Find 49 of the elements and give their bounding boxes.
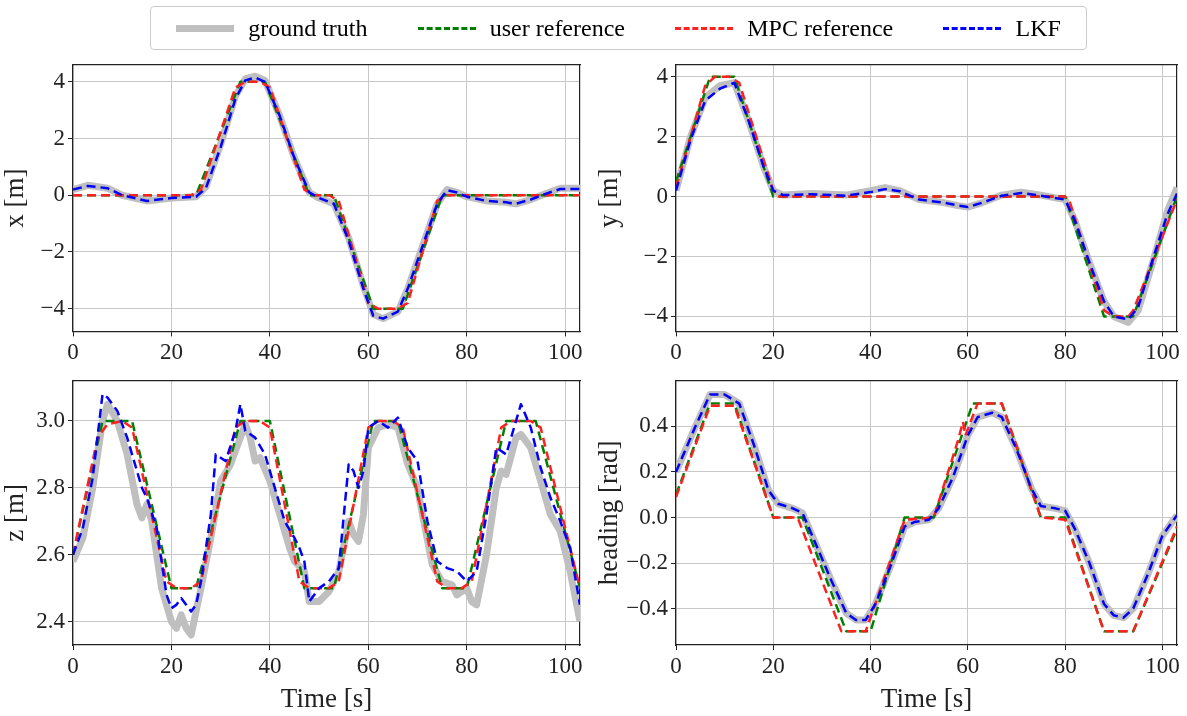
- y-axis-title: y [m]: [593, 168, 624, 228]
- y-axis-title: x [m]: [0, 168, 30, 228]
- y-tick-label: 3.0: [36, 406, 65, 432]
- x-tick-label: 100: [1145, 339, 1180, 365]
- x-tick-label: 100: [547, 652, 583, 678]
- y-tick-label: 4: [656, 62, 669, 88]
- x-tick-label: 80: [455, 339, 479, 365]
- y-tick-label: −0.2: [626, 549, 668, 575]
- y-tick-label: 2: [53, 124, 65, 150]
- x-tick-label: 80: [1053, 339, 1077, 365]
- y-tick-label: 0.0: [639, 503, 668, 529]
- y-tick-label: 2.4: [36, 607, 66, 633]
- y-tick-label: −4: [643, 302, 669, 328]
- y-axis-title: z [m]: [0, 484, 30, 542]
- x-tick-label: 20: [159, 339, 183, 365]
- y-axis-title: heading [rad]: [593, 440, 624, 586]
- x-axis-title: Time [s]: [880, 682, 973, 713]
- x-tick-label: 40: [859, 652, 883, 678]
- x-tick-label: 100: [1145, 652, 1180, 678]
- y-tick-label: 2: [656, 122, 668, 148]
- y-tick-label: 0.2: [639, 457, 668, 483]
- x-tick-label: 60: [356, 339, 380, 365]
- legend-label: ground truth: [248, 14, 368, 42]
- x-tick-label: 40: [258, 652, 282, 678]
- y-tick-label: 0.4: [639, 412, 669, 438]
- y-tick-label: −2: [40, 238, 65, 264]
- y-tick-label: 0: [656, 182, 668, 208]
- y-tick-label: 4: [53, 67, 66, 93]
- y-tick-label: −2: [643, 242, 668, 268]
- y-tick-label: 0: [53, 181, 65, 207]
- y-tick-label: −4: [40, 294, 66, 320]
- x-tick-label: 60: [356, 652, 380, 678]
- y-tick-label: 2.6: [36, 540, 65, 566]
- legend-label: MPC reference: [747, 14, 894, 42]
- x-tick-label: 60: [956, 339, 980, 365]
- x-tick-label: 100: [547, 339, 583, 365]
- y-tick-label: 2.8: [36, 473, 65, 499]
- x-tick-label: 40: [859, 339, 883, 365]
- legend-label: LKF: [1015, 14, 1061, 42]
- x-tick-label: 20: [761, 652, 785, 678]
- x-tick-label: 20: [761, 339, 785, 365]
- x-tick-label: 40: [258, 339, 282, 365]
- legend-label: user reference: [489, 14, 625, 42]
- x-tick-label: 80: [455, 652, 479, 678]
- x-axis-title: Time [s]: [280, 682, 373, 713]
- x-tick-label: 60: [956, 652, 980, 678]
- x-tick-label: 20: [159, 652, 183, 678]
- x-tick-label: 80: [1053, 652, 1077, 678]
- y-tick-label: −0.4: [626, 594, 669, 620]
